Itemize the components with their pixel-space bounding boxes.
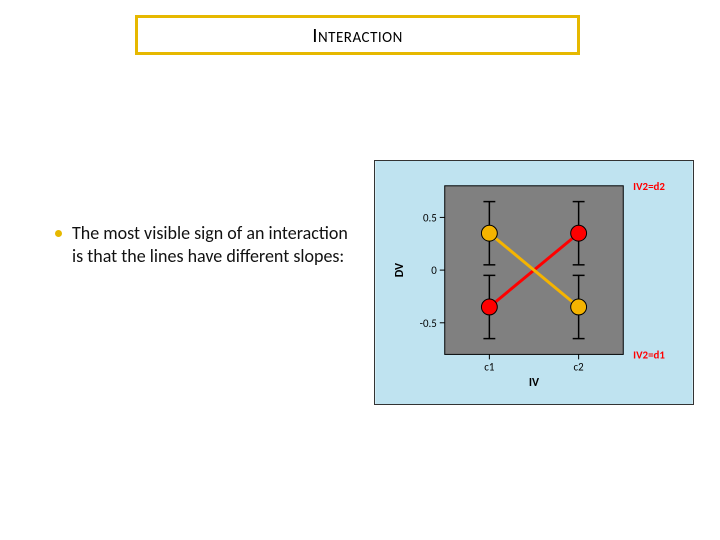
bullet-block: The most visible sign of an interaction … xyxy=(55,222,355,269)
bullet-text: The most visible sign of an interaction … xyxy=(72,222,355,269)
page-title: Interaction xyxy=(312,22,403,48)
svg-text:IV2=d1: IV2=d1 xyxy=(633,348,665,361)
svg-text:0: 0 xyxy=(431,264,437,277)
svg-text:0.5: 0.5 xyxy=(423,211,437,224)
svg-text:c2: c2 xyxy=(574,360,585,373)
bullet-icon xyxy=(55,230,62,237)
svg-text:IV: IV xyxy=(529,376,540,390)
svg-text:DV: DV xyxy=(393,262,407,277)
title-box: Interaction xyxy=(135,15,580,55)
svg-text:-0.5: -0.5 xyxy=(420,317,437,330)
svg-text:IV2=d2: IV2=d2 xyxy=(633,180,665,193)
bullet-row: The most visible sign of an interaction … xyxy=(55,222,355,269)
svg-text:c1: c1 xyxy=(484,360,495,373)
interaction-chart: -0.5 0 0.5 c1 c2 DV IV IV2=d2 IV2=d1 xyxy=(374,160,694,405)
